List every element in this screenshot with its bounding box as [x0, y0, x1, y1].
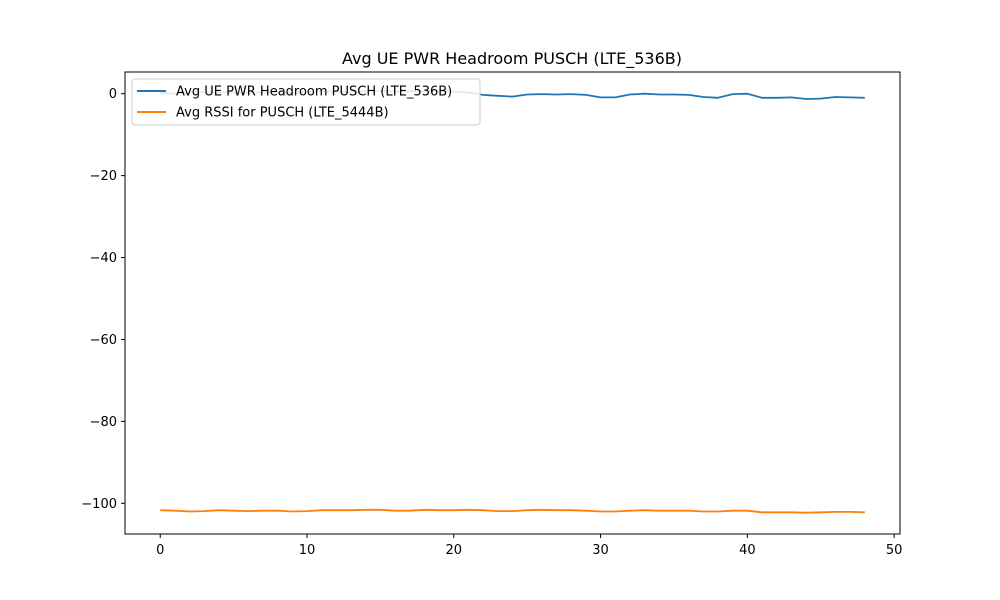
y-tick-label: −20 — [90, 169, 117, 184]
legend-label-2: Avg RSSI for PUSCH (LTE_5444B) — [176, 106, 389, 121]
x-tick-label: 40 — [739, 543, 756, 558]
axes: 0 10 20 30 40 50 0 −20 −40 −60 −80 −100 — [81, 71, 903, 558]
series-lines — [160, 89, 865, 514]
y-tick-label: −40 — [90, 251, 117, 266]
legend-box — [131, 78, 481, 126]
y-tick-label: 0 — [109, 87, 117, 102]
y-tick-label: −100 — [81, 497, 117, 512]
y-tick-label: −60 — [90, 333, 117, 348]
plot-frame — [124, 71, 901, 535]
x-tick-label: 0 — [156, 543, 164, 558]
y-tick-label: −80 — [90, 415, 117, 430]
series-line-2 — [160, 508, 865, 514]
x-tick-label: 20 — [446, 543, 463, 558]
chart-title: Avg UE PWR Headroom PUSCH (LTE_536B) — [342, 49, 682, 69]
x-tick-label: 10 — [299, 543, 316, 558]
x-tick-label: 30 — [592, 543, 609, 558]
x-tick-label: 50 — [886, 543, 903, 558]
legend-label-1: Avg UE PWR Headroom PUSCH (LTE_536B) — [176, 85, 452, 100]
legend: Avg UE PWR Headroom PUSCH (LTE_536B) Avg … — [131, 78, 481, 126]
